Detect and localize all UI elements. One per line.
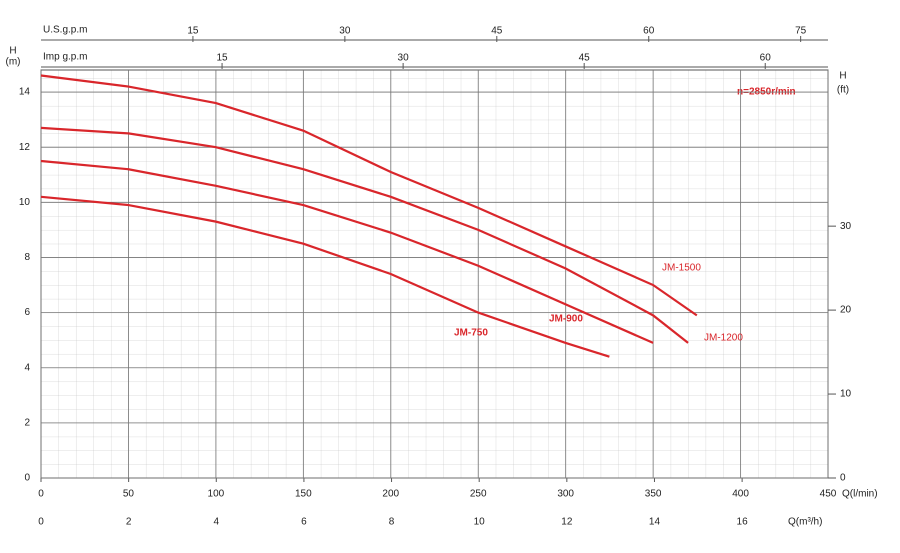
curve	[40, 195, 610, 358]
x2-tick-label: 2	[126, 517, 132, 528]
top-axis-tick-label: 45	[579, 53, 591, 64]
y-tick-label: 12	[19, 142, 31, 153]
x-tick-label: 0	[38, 489, 44, 500]
x2-tick-label: 0	[38, 517, 44, 528]
y-tick-label: 8	[24, 252, 30, 263]
top-axis-tick-label: 45	[491, 26, 503, 37]
y-tick-label: 0	[24, 473, 30, 484]
x2-tick-label: 4	[213, 517, 219, 528]
top-axis-tick-label: 30	[398, 53, 410, 64]
curve	[40, 126, 689, 344]
y-axis-label: H	[9, 46, 16, 57]
top-axis-tick-label: 30	[339, 26, 351, 37]
curve	[40, 159, 654, 344]
curve	[40, 74, 698, 317]
y-tick-label: 4	[24, 362, 30, 373]
minor-grid	[41, 70, 828, 478]
top-axis-tick-label: 15	[187, 26, 199, 37]
y2-tick-label: 30	[840, 221, 852, 232]
y-tick-label: 2	[24, 418, 30, 429]
series-label: JM-900	[549, 314, 583, 325]
x-axis-label: Q(l/min)	[842, 489, 878, 500]
top-axis-label: U.S.g.p.m	[43, 25, 87, 36]
top-axis-label: Imp g.p.m	[43, 52, 87, 63]
series-label: JM-1200	[704, 333, 743, 344]
y2-tick-label: 10	[840, 389, 852, 400]
x-tick-label: 400	[732, 489, 749, 500]
series-label: JM-1500	[662, 263, 701, 274]
x-tick-label: 300	[557, 489, 574, 500]
top-axis-tick-label: 60	[760, 53, 772, 64]
top-axis-tick-label: 75	[795, 26, 807, 37]
x2-tick-label: 10	[474, 517, 486, 528]
top-axis-tick-label: 15	[216, 53, 228, 64]
x-tick-label: 450	[820, 489, 837, 500]
y2-tick-label: 20	[840, 305, 852, 316]
x2-axis-label: Q(m³/h)	[788, 517, 822, 528]
y-axis-label: (m)	[6, 57, 21, 68]
x-tick-label: 350	[645, 489, 662, 500]
x-tick-label: 150	[295, 489, 312, 500]
x2-tick-label: 6	[301, 517, 307, 528]
series-label: JM-750	[454, 328, 488, 339]
y-tick-label: 6	[24, 307, 30, 318]
x-tick-label: 100	[208, 489, 225, 500]
y-tick-label: 14	[19, 87, 31, 98]
x-tick-label: 250	[470, 489, 487, 500]
x-tick-label: 200	[382, 489, 399, 500]
y2-axis-label: H	[839, 71, 846, 82]
x2-tick-label: 12	[561, 517, 573, 528]
y2-tick-label: 0	[840, 473, 846, 484]
x2-tick-label: 8	[389, 517, 395, 528]
x2-tick-label: 14	[649, 517, 661, 528]
x-tick-label: 50	[123, 489, 135, 500]
x2-tick-label: 16	[737, 517, 749, 528]
top-axis-tick-label: 60	[643, 26, 655, 37]
y-tick-label: 10	[19, 197, 31, 208]
y2-axis-label: (ft)	[837, 85, 849, 96]
